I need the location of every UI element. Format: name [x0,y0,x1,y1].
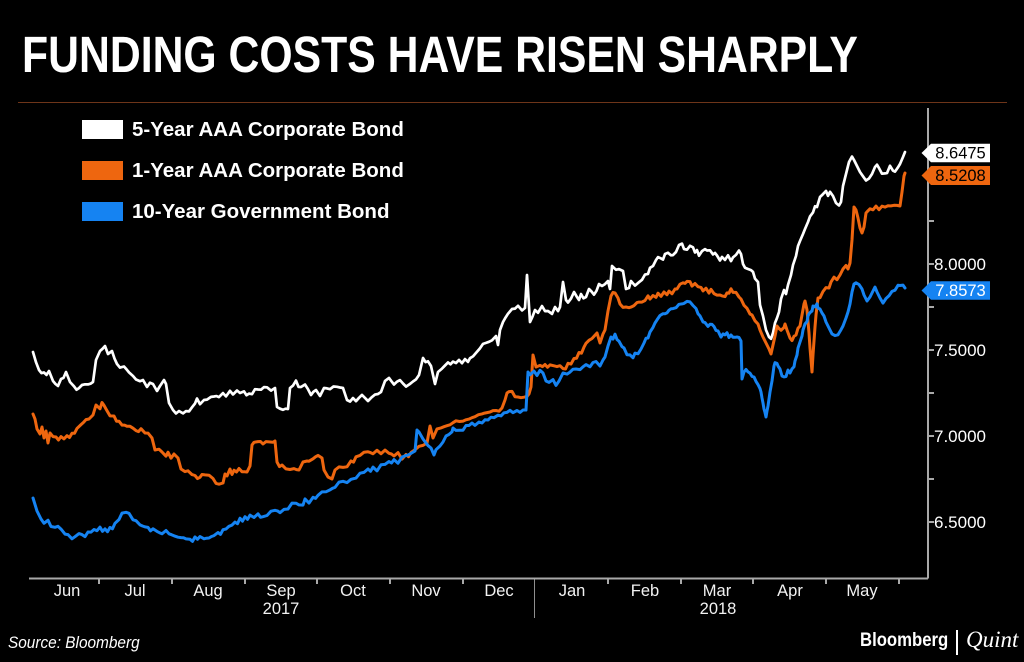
svg-text:7.8573: 7.8573 [935,282,985,300]
svg-text:2017: 2017 [263,600,300,618]
svg-text:8.6475: 8.6475 [935,145,985,163]
svg-text:Mar: Mar [703,582,732,600]
svg-text:6.5000: 6.5000 [934,513,986,532]
svg-text:7.0000: 7.0000 [934,427,986,446]
svg-text:8.5208: 8.5208 [935,167,985,185]
svg-text:Apr: Apr [777,582,803,600]
svg-text:Sep: Sep [266,582,295,600]
svg-text:May: May [846,582,878,600]
svg-text:Jul: Jul [124,582,145,600]
svg-text:Aug: Aug [193,582,222,600]
svg-text:Dec: Dec [484,582,513,600]
svg-text:7.5000: 7.5000 [934,341,986,360]
svg-text:8.0000: 8.0000 [934,255,986,274]
svg-text:Nov: Nov [411,582,441,600]
svg-text:2018: 2018 [700,600,737,618]
svg-text:Jun: Jun [54,582,81,600]
svg-text:Feb: Feb [631,582,659,600]
svg-text:Oct: Oct [340,582,366,600]
svg-text:Jan: Jan [559,582,586,600]
